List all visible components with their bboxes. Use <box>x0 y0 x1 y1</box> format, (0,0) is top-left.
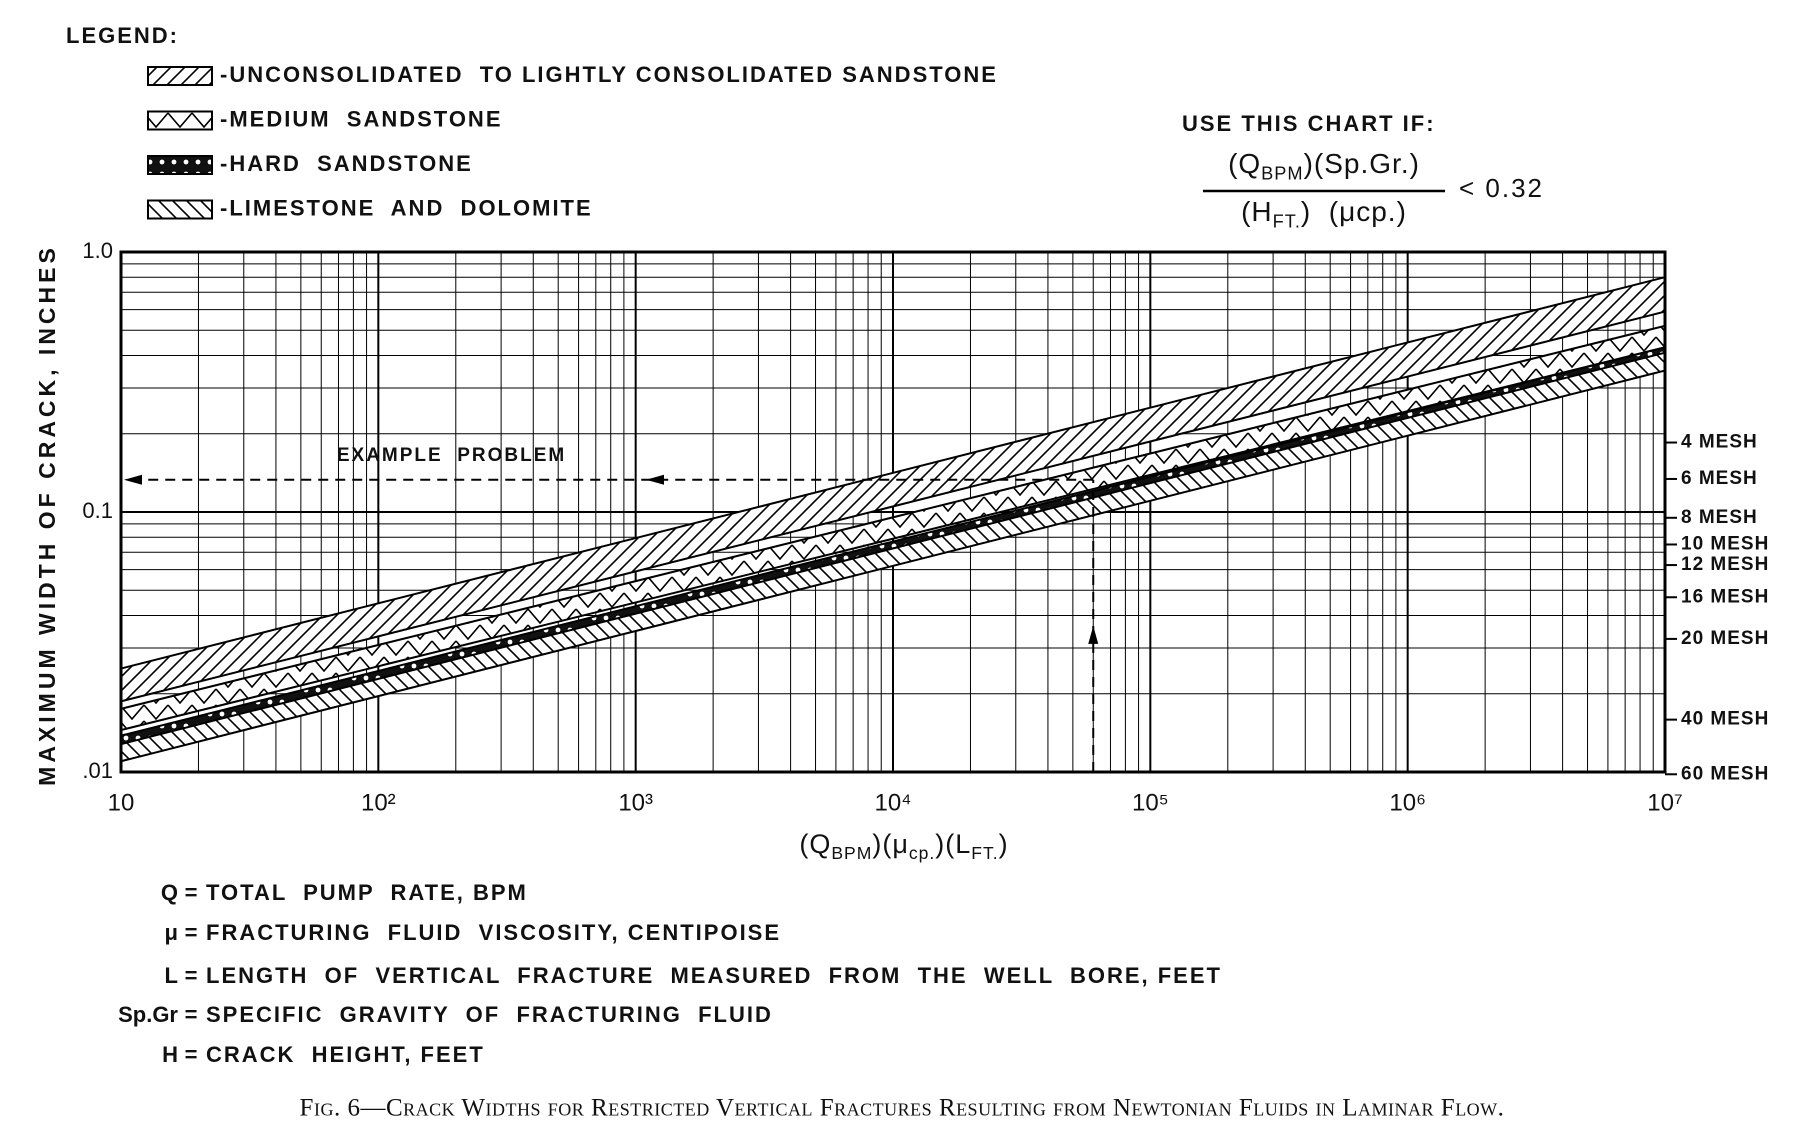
definition-symbol: μ <box>165 920 178 945</box>
y2-tick-label: 12 MESH <box>1681 554 1769 575</box>
definition-text: TOTAL PUMP RATE, BPM <box>206 880 528 905</box>
band <box>121 352 1665 762</box>
y-axis-label: MAXIMUM WIDTH OF CRACK, INCHES <box>34 244 60 786</box>
y-tick-label: 0.1 <box>82 498 113 523</box>
subscript: BPM <box>831 843 872 863</box>
definition-text: CRACK HEIGHT, FEET <box>206 1042 485 1067</box>
x-tick-label: 10³ <box>618 789 653 816</box>
y2-tick-label: 4 MESH <box>1681 432 1758 453</box>
band-upper-edge <box>120 324 1666 710</box>
caption: Fig. 6—Crack Widths for Restricted Verti… <box>300 1095 1505 1122</box>
legend-swatch <box>147 110 213 131</box>
y-tick-label: .01 <box>82 758 113 783</box>
y-tick-label: 1.0 <box>82 238 113 263</box>
y2-tick-label: 8 MESH <box>1681 507 1758 528</box>
definition-symbol: H <box>162 1042 178 1067</box>
legend-label: -LIMESTONE AND DOLOMITE <box>220 195 593 220</box>
x-tick-label: 10² <box>361 789 396 816</box>
equals-sign: = <box>185 963 200 988</box>
text-part: ) (μcp.) <box>1301 196 1407 227</box>
definition-symbol: Q <box>161 880 178 905</box>
equals-sign: = <box>185 1002 200 1027</box>
text-part: )(Sp.Gr.) <box>1304 148 1420 179</box>
equals-sign: = <box>185 1042 200 1067</box>
text-part: (Q <box>1228 148 1261 179</box>
definition-text: SPECIFIC GRAVITY OF FRACTURING FLUID <box>206 1002 773 1027</box>
legend-swatch <box>147 199 213 220</box>
condition-numerator: (QBPM)(Sp.Gr.) <box>1228 148 1420 183</box>
band-lower-edge <box>120 369 1666 763</box>
band-upper-edge <box>120 346 1666 737</box>
subscript: BPM <box>1261 163 1303 183</box>
text-part: ) <box>999 829 1009 859</box>
condition-title: USE THIS CHART IF: <box>1182 111 1436 136</box>
legend-swatch <box>147 155 213 175</box>
text-part: (Q <box>799 829 831 859</box>
legend-label: -MEDIUM SANDSTONE <box>220 106 503 131</box>
y2-tick-label: 60 MESH <box>1681 763 1769 784</box>
arrow-head <box>124 474 142 485</box>
definition-symbol: Sp.Gr <box>118 1002 178 1027</box>
text-part: )(L <box>935 829 971 859</box>
y2-tick-label: 6 MESH <box>1681 468 1758 489</box>
y2-tick-label: 16 MESH <box>1681 586 1769 607</box>
x-tick-label: 10 <box>108 789 135 816</box>
x-tick-label: 10⁵ <box>1132 789 1169 816</box>
x-axis-label: (QBPM)(μcp.)(LFT.) <box>799 829 1008 863</box>
plot-border <box>119 250 1667 774</box>
condition-denominator: (HFT.) (μcp.) <box>1241 196 1407 231</box>
arrow-head <box>1088 625 1099 644</box>
legend-label: -HARD SANDSTONE <box>220 151 473 176</box>
legend-title: LEGEND: <box>66 23 179 48</box>
y2-tick-label: 40 MESH <box>1681 709 1769 730</box>
subscript: cp. <box>909 843 935 863</box>
band-upper-edge <box>120 276 1666 670</box>
y2-tick-label: 10 MESH <box>1681 533 1769 554</box>
band <box>121 277 1665 702</box>
subscript: FT. <box>971 843 998 863</box>
band-lower-edge <box>120 310 1666 703</box>
x-tick-label: 10⁴ <box>874 789 911 816</box>
text-part: (H <box>1241 196 1273 227</box>
band-upper-edge <box>120 351 1666 746</box>
condition-inequality: < 0.32 <box>1459 173 1544 203</box>
definition-text: LENGTH OF VERTICAL FRACTURE MEASURED FRO… <box>206 963 1222 988</box>
band <box>121 325 1665 731</box>
annotation-label: EXAMPLE PROBLEM <box>337 445 566 466</box>
definition-text: FRACTURING FLUID VISCOSITY, CENTIPOISE <box>206 920 781 945</box>
x-tick-label: 10⁶ <box>1389 789 1426 816</box>
arrow-head <box>646 474 665 485</box>
y2-tick-label: 20 MESH <box>1681 628 1769 649</box>
definition-symbol: L <box>165 963 178 988</box>
legend-label: -UNCONSOLIDATED TO LIGHTLY CONSOLIDATED … <box>220 62 998 87</box>
text-part: )(μ <box>872 829 909 859</box>
legend-swatch <box>147 66 213 86</box>
equals-sign: = <box>185 880 200 905</box>
equals-sign: = <box>185 920 200 945</box>
x-tick-label: 10⁷ <box>1647 789 1682 816</box>
subscript: FT. <box>1273 211 1301 231</box>
